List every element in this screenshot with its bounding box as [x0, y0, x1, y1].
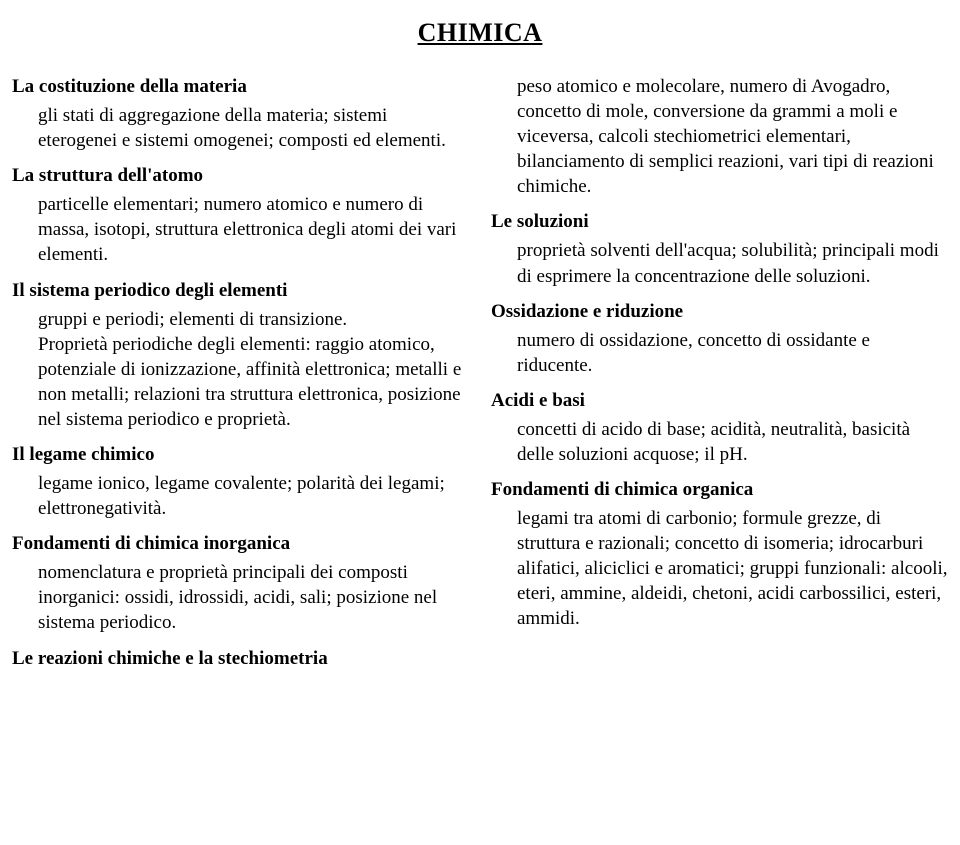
- section-head-redox: Ossidazione e riduzione: [491, 299, 948, 324]
- right-column: peso atomico e molecolare, numero di Avo…: [491, 74, 948, 675]
- section-body-stoichiometry-cont: peso atomico e molecolare, numero di Avo…: [517, 74, 948, 199]
- section-body-chemical-bond: legame ionico, legame covalente; polarit…: [38, 471, 469, 521]
- section-body-periodic-system-1: gruppi e periodi; elementi di transizion…: [38, 307, 469, 332]
- page: CHIMICA La costituzione della materia gl…: [0, 0, 960, 675]
- left-column: La costituzione della materia gli stati …: [12, 74, 469, 675]
- section-head-atom-structure: La struttura dell'atomo: [12, 163, 469, 188]
- section-head-solutions: Le soluzioni: [491, 209, 948, 234]
- section-body-constitution: gli stati di aggregazione della materia;…: [38, 103, 469, 153]
- content-columns: La costituzione della materia gli stati …: [12, 74, 948, 675]
- section-body-inorganic: nomenclatura e proprietà principali dei …: [38, 560, 469, 635]
- section-body-organic: legami tra atomi di carbonio; formule gr…: [517, 506, 948, 631]
- section-body-acids-bases: concetti di acido di base; acidità, neut…: [517, 417, 948, 467]
- section-head-inorganic: Fondamenti di chimica inorganica: [12, 531, 469, 556]
- page-title: CHIMICA: [12, 18, 948, 48]
- section-head-organic: Fondamenti di chimica organica: [491, 477, 948, 502]
- section-head-periodic-system: Il sistema periodico degli elementi: [12, 278, 469, 303]
- section-body-periodic-system-2: Proprietà periodiche degli elementi: rag…: [38, 332, 469, 432]
- section-head-chemical-bond: Il legame chimico: [12, 442, 469, 467]
- section-head-constitution: La costituzione della materia: [12, 74, 469, 99]
- section-head-acids-bases: Acidi e basi: [491, 388, 948, 413]
- section-body-redox: numero di ossidazione, concetto di ossid…: [517, 328, 948, 378]
- section-body-atom-structure: particelle elementari; numero atomico e …: [38, 192, 469, 267]
- section-body-solutions: proprietà solventi dell'acqua; solubilit…: [517, 238, 948, 288]
- section-head-stoichiometry: Le reazioni chimiche e la stechiometria: [12, 646, 469, 671]
